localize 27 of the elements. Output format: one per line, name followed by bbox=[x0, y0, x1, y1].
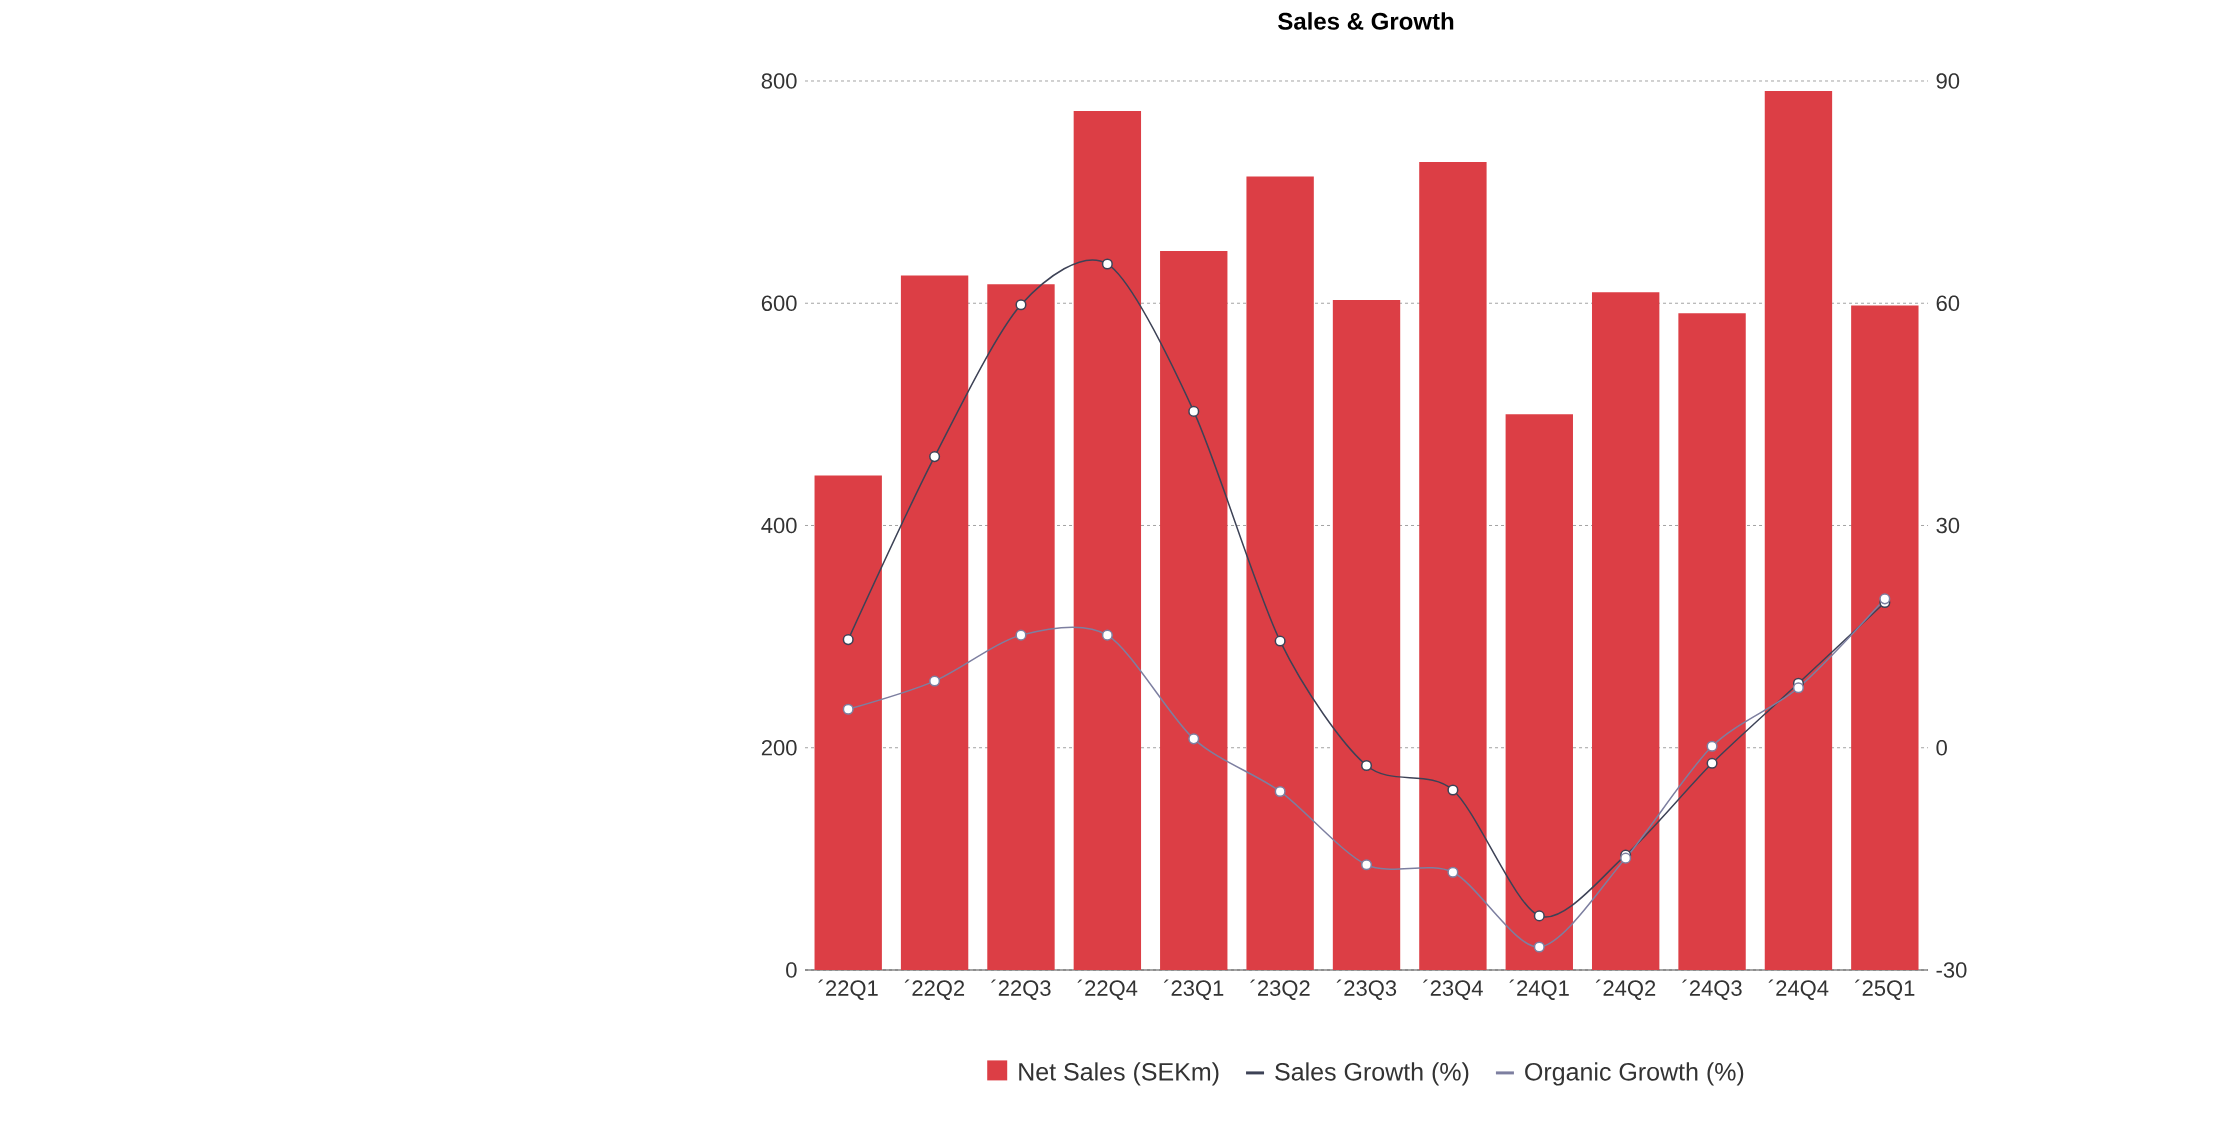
x-tick-label: ´25Q1 bbox=[1855, 979, 1915, 1000]
x-tick-label: ´24Q2 bbox=[1595, 979, 1656, 1000]
y-tick-label: 800 bbox=[761, 73, 797, 89]
x-tick-label: ´23Q2 bbox=[1250, 979, 1310, 1000]
x-tick-label: ´22Q4 bbox=[1077, 979, 1138, 1000]
legend-label: Sales Growth (%) bbox=[1275, 1062, 1469, 1086]
x-tick-label: ´24Q1 bbox=[1509, 979, 1569, 1000]
x-tick-label: ´23Q1 bbox=[1163, 979, 1224, 1000]
x-tick-label: ´22Q3 bbox=[991, 979, 1051, 1000]
x-tick-label: ´23Q3 bbox=[1336, 979, 1397, 1000]
y-tick-label: 600 bbox=[761, 295, 797, 312]
y-tick-label: 0 bbox=[786, 962, 797, 978]
x-tick-label: ´24Q4 bbox=[1768, 979, 1829, 1000]
x-tick-label: ´23Q4 bbox=[1423, 979, 1483, 1000]
y2-tick-label: 90 bbox=[1936, 73, 1960, 89]
chart-title: Sales & Growth bbox=[1278, 12, 1454, 30]
y-tick-label: 400 bbox=[761, 517, 797, 534]
legend-label: Net Sales (SEKm) bbox=[1019, 1062, 1219, 1086]
y2-tick-label: 0 bbox=[1936, 739, 1947, 756]
y2-tick-label: -30 bbox=[1936, 962, 1967, 978]
legend-label: Organic Growth (%) bbox=[1525, 1062, 1744, 1086]
x-tick-label: ´22Q1 bbox=[818, 979, 878, 1000]
y2-tick-label: 60 bbox=[1936, 295, 1960, 312]
x-tick-label: ´22Q2 bbox=[904, 979, 965, 1000]
x-tick-label: ´24Q3 bbox=[1682, 979, 1742, 1000]
y2-tick-label: 30 bbox=[1936, 517, 1960, 534]
y-tick-label: 200 bbox=[761, 739, 797, 756]
